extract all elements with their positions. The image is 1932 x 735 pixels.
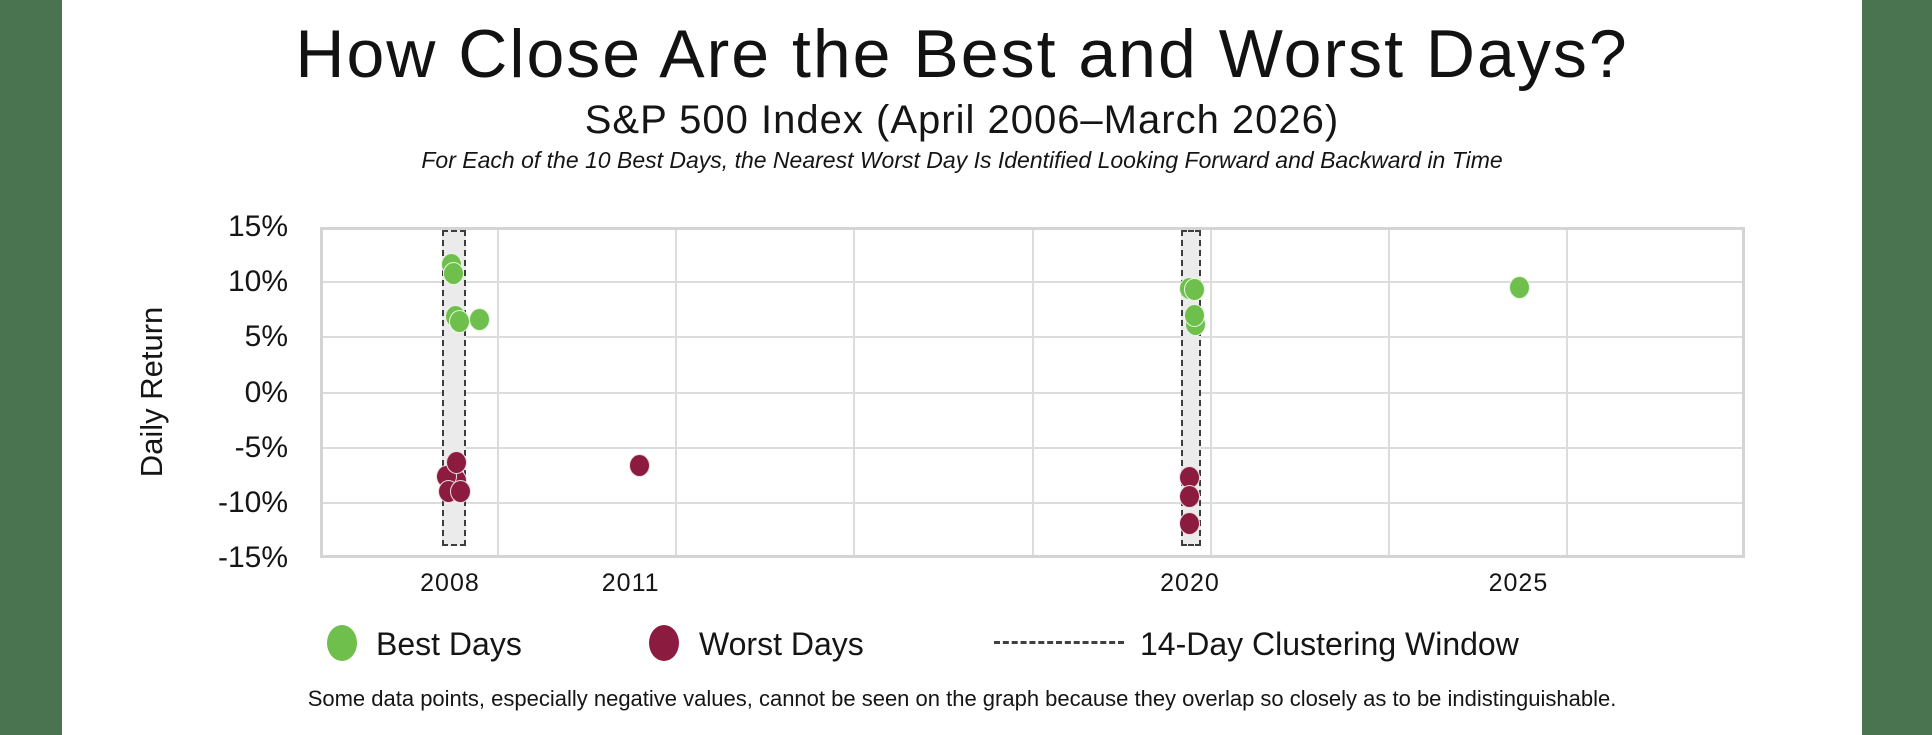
chart-subtitle: S&P 500 Index (April 2006–March 2026) — [584, 98, 1340, 142]
vertical-gridline — [853, 227, 856, 558]
x-axis-tick-labels: 2008 2011 2020 2025 — [320, 567, 1745, 599]
y-tick-label: -5% — [234, 430, 288, 464]
worst-day-dot — [446, 450, 468, 474]
vertical-gridline — [1565, 227, 1568, 558]
x-tick-label: 2025 — [1488, 569, 1549, 597]
worst-day-dot — [449, 480, 471, 504]
best-day-dot — [442, 261, 464, 285]
y-tick-label: 10% — [227, 265, 288, 299]
left-green-bar — [0, 0, 62, 735]
vertical-gridline — [1209, 227, 1212, 558]
best-days-legend-marker — [327, 625, 357, 661]
vertical-gridline — [1031, 227, 1034, 558]
worst-day-dot — [628, 453, 650, 477]
x-tick-label: 2020 — [1160, 569, 1220, 597]
clustering-window-legend-line — [994, 641, 1124, 644]
best-day-dot — [1183, 278, 1205, 302]
worst-day-dot — [1179, 484, 1201, 508]
y-tick-label: -10% — [217, 485, 288, 519]
right-green-bar — [1862, 0, 1932, 735]
y-tick-label: 5% — [244, 320, 288, 354]
best-day-dot — [469, 308, 491, 332]
worst-day-dot — [1179, 512, 1201, 536]
clustering-window-legend-label: 14-Day Clustering Window — [1140, 626, 1519, 662]
y-tick-label: 15% — [227, 210, 288, 243]
vertical-gridline — [497, 227, 500, 558]
plot-area — [320, 227, 1745, 558]
best-day-dot — [1184, 303, 1206, 327]
chart-title: How Close Are the Best and Worst Days? — [295, 16, 1629, 92]
best-day-dot — [449, 310, 471, 334]
footnote: Some data points, especially negative va… — [307, 686, 1617, 711]
x-tick-label: 2011 — [601, 569, 660, 597]
vertical-gridline — [1387, 227, 1390, 558]
y-tick-label: 0% — [244, 375, 288, 409]
y-tick-label: -15% — [217, 541, 288, 574]
best-days-legend-label: Best Days — [376, 626, 522, 662]
chart-annotation: For Each of the 10 Best Days, the Neares… — [421, 147, 1503, 173]
vertical-gridline — [675, 227, 678, 558]
worst-days-legend-marker — [649, 625, 679, 661]
worst-days-legend-label: Worst Days — [699, 626, 864, 662]
best-day-dot — [1509, 276, 1531, 300]
x-tick-label: 2008 — [420, 569, 480, 597]
